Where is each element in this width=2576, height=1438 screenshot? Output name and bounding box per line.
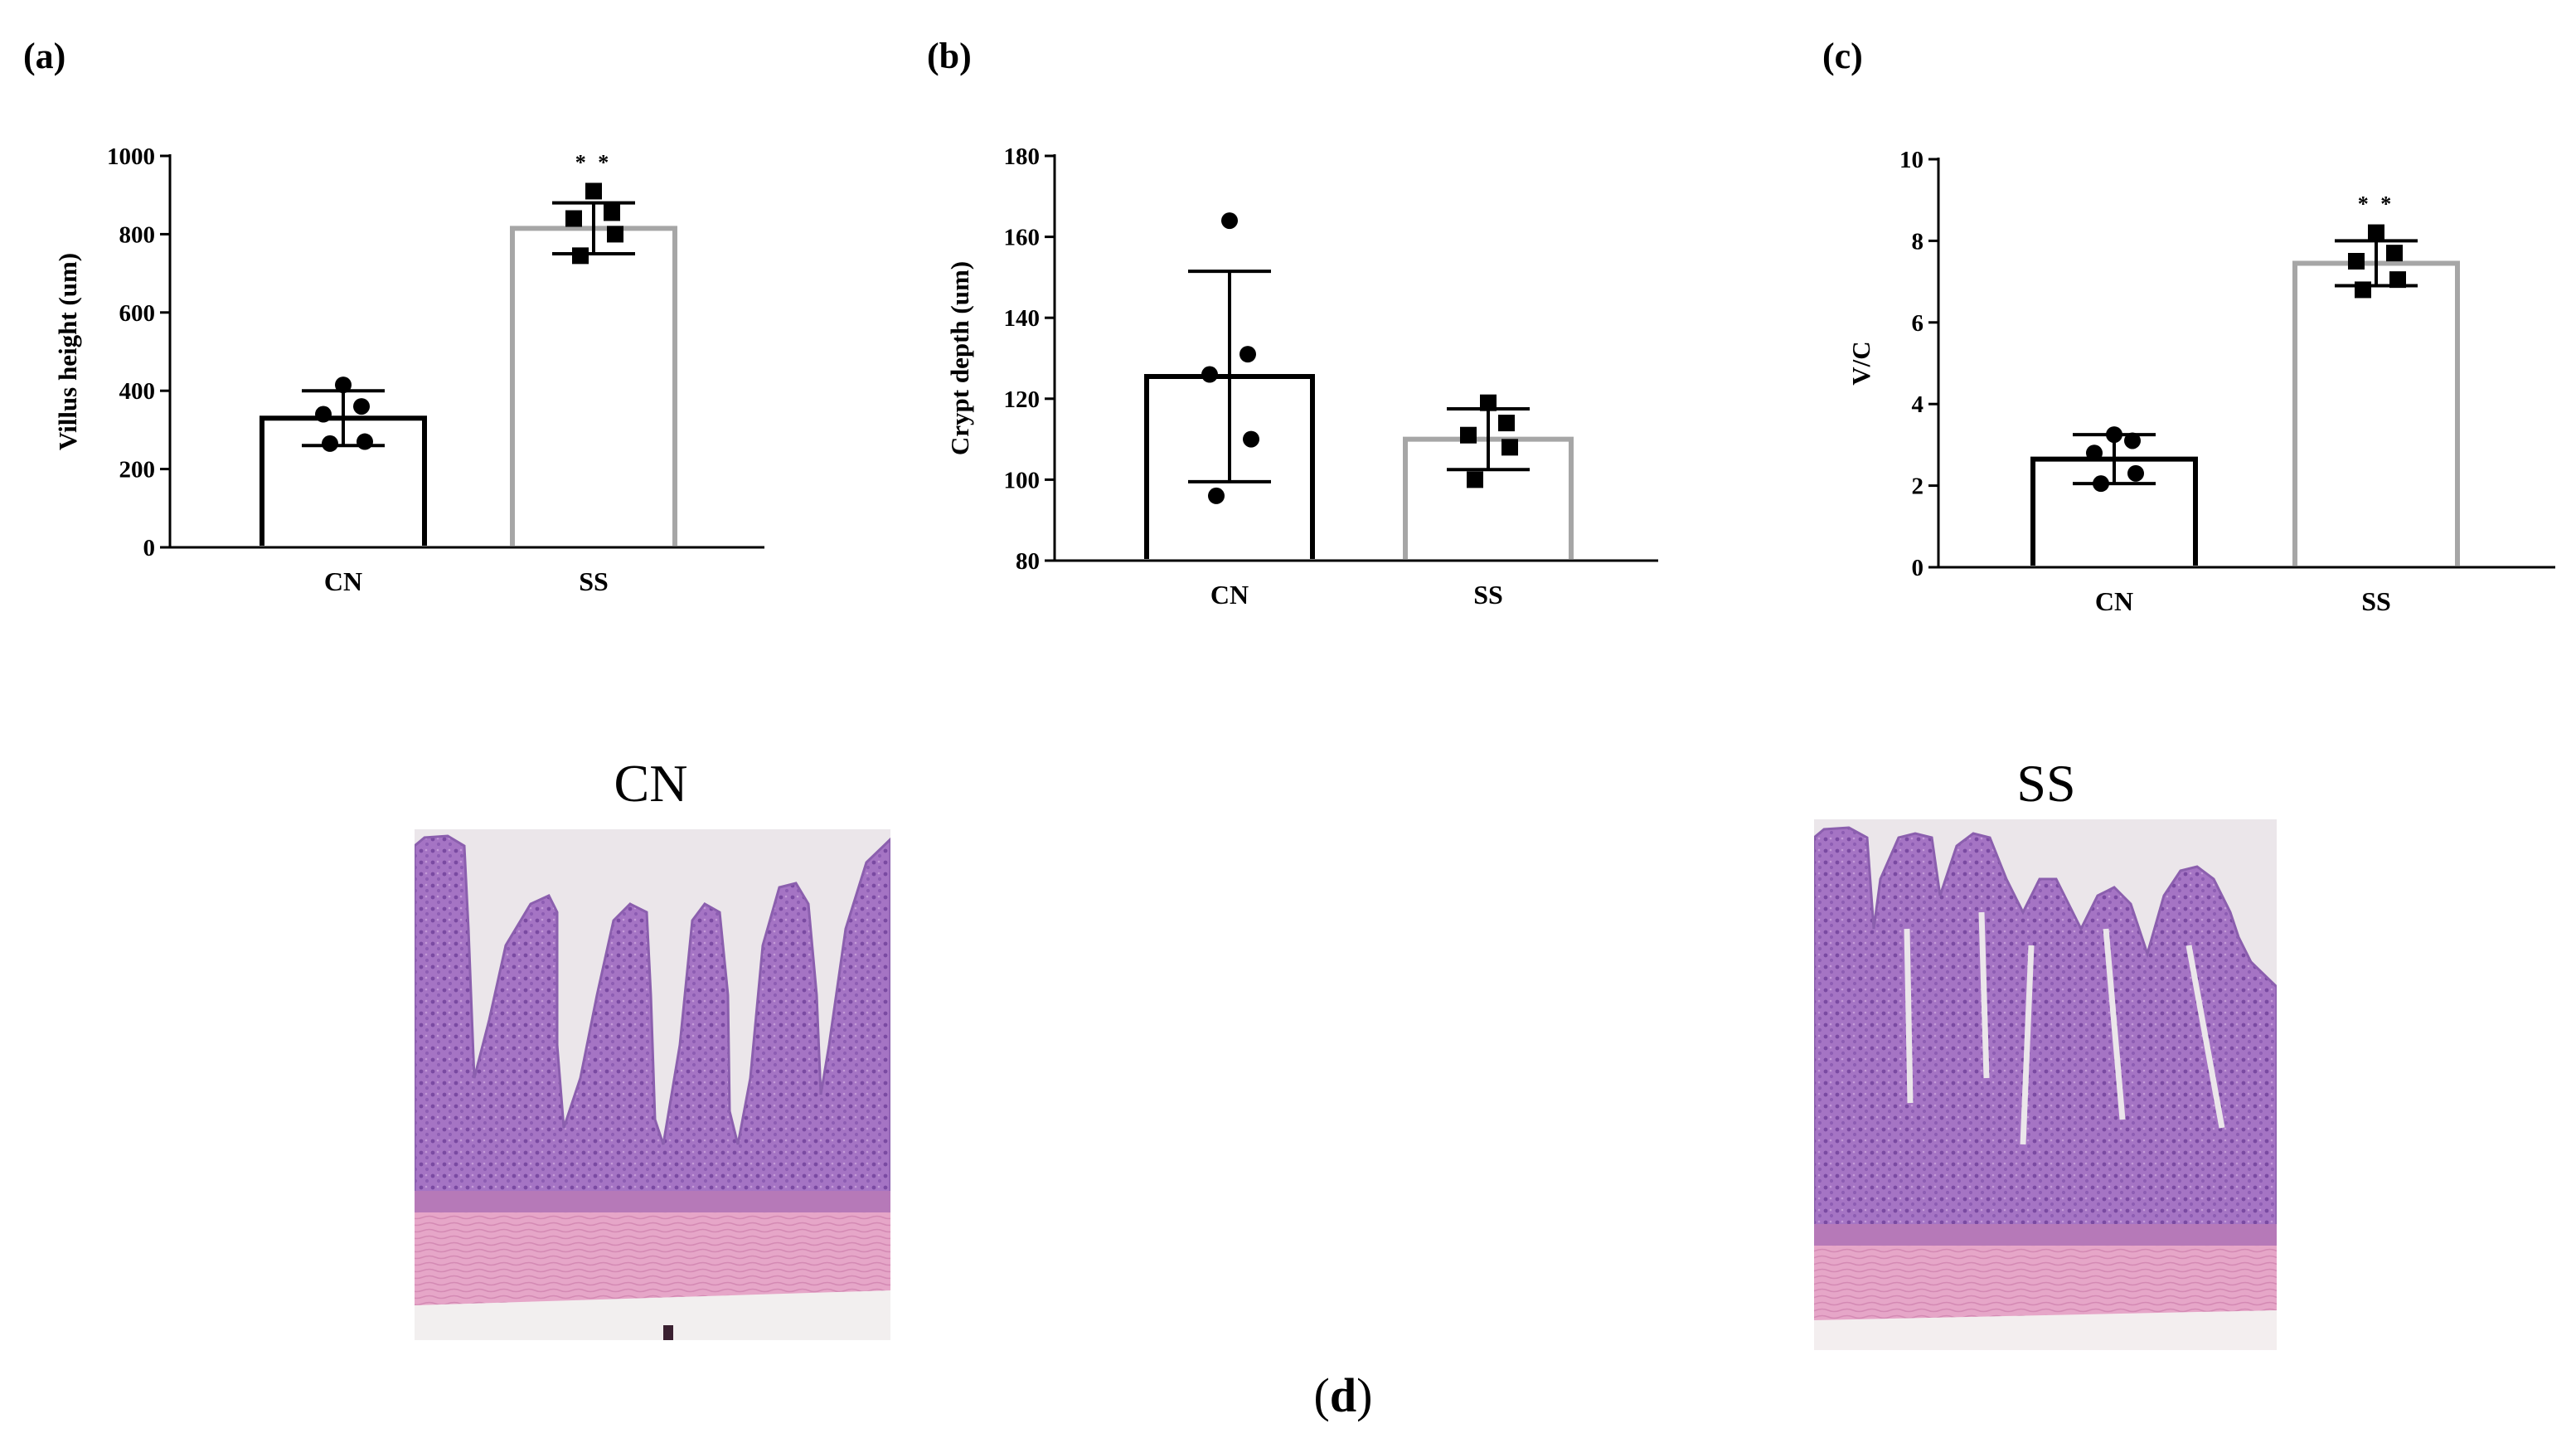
data-point [565,210,582,227]
data-point [2389,271,2406,289]
panel-label-c: (c) [1822,36,1863,76]
histology-image-ss [1814,819,2277,1350]
y-tick-label: 600 [119,300,156,327]
y-tick-label: 0 [143,535,156,561]
photo-title-ss: SS [2016,754,2075,813]
bar-ss [510,226,677,546]
x-category-label: SS [579,566,609,596]
chart-panel-b: (b) 80 100 120 140 160 180 Crypt depth (um) CN SS [927,36,1658,610]
data-point [1208,487,1225,504]
x-category-label: CN [2095,586,2133,616]
x-category-label: CN [324,566,362,596]
data-point [2368,224,2384,241]
data-point [1501,439,1518,456]
y-tick-label: 200 [119,457,156,483]
data-point [2127,464,2144,482]
data-point [1243,430,1259,448]
data-point [2093,475,2109,493]
y-tick-label: 400 [119,378,156,405]
histology-image-cn [415,829,890,1340]
panel-label-b: (b) [927,36,972,76]
data-point [1498,415,1515,432]
photo-title-cn: CN [614,754,688,813]
y-tick-label: 6 [1912,310,1924,337]
data-point [322,435,338,452]
data-point [315,406,332,423]
significance-marker: * * [2358,192,2395,216]
x-category-label: SS [2361,586,2391,616]
subfigure-label-open: ( [1314,1368,1330,1422]
subfigure-label-close: ) [1356,1368,1372,1422]
x-category-label: CN [1210,580,1249,610]
y-axis-title: V/C [1846,341,1875,385]
data-point [2386,245,2403,262]
y-tick-label: 8 [1912,228,1924,255]
chart-panel-a: (a) 0 200 400 600 800 1000 Villus height (um) CN… [23,36,764,596]
y-tick-label: 180 [1004,143,1041,170]
y-tick-label: 80 [1016,548,1040,575]
panel-label-a: (a) [23,36,65,76]
data-point [335,377,352,394]
y-tick-label: 0 [1912,555,1924,581]
data-point [2348,253,2365,270]
y-tick-label: 2 [1912,474,1924,500]
data-point [2124,432,2141,449]
y-tick-label: 140 [1004,305,1041,332]
data-point [1239,346,1256,363]
data-point [1460,426,1477,444]
data-point [357,433,373,450]
data-point [607,226,623,243]
y-tick-label: 100 [1004,467,1041,493]
y-tick-label: 4 [1912,391,1924,418]
y-tick-label: 120 [1004,386,1041,413]
chart-panel-c: (c) 0 2 4 6 8 10 V/C CN * * SS [1822,36,2555,616]
x-category-label: SS [1473,580,1503,610]
y-axis-title: Villus height (um) [53,253,82,450]
subfigure-label-d: (d) [1314,1368,1373,1422]
data-point [1480,394,1497,411]
data-point [2106,426,2122,444]
y-tick-label: 800 [119,221,156,248]
y-tick-label: 1000 [107,143,155,170]
data-point [585,182,602,200]
bar-ss [2292,260,2460,566]
data-point [2355,281,2371,299]
data-point [604,204,620,221]
y-axis-title: Crypt depth (um) [945,261,974,455]
data-point [1201,366,1218,383]
data-point [353,398,370,415]
y-tick-label: 160 [1004,225,1041,251]
data-point [1467,471,1483,488]
significance-marker: * * [575,150,613,174]
subfigure-label-letter: d [1330,1368,1356,1422]
data-point [1221,212,1238,230]
data-point [572,247,589,265]
data-point [2086,445,2103,462]
y-tick-label: 10 [1899,147,1924,173]
